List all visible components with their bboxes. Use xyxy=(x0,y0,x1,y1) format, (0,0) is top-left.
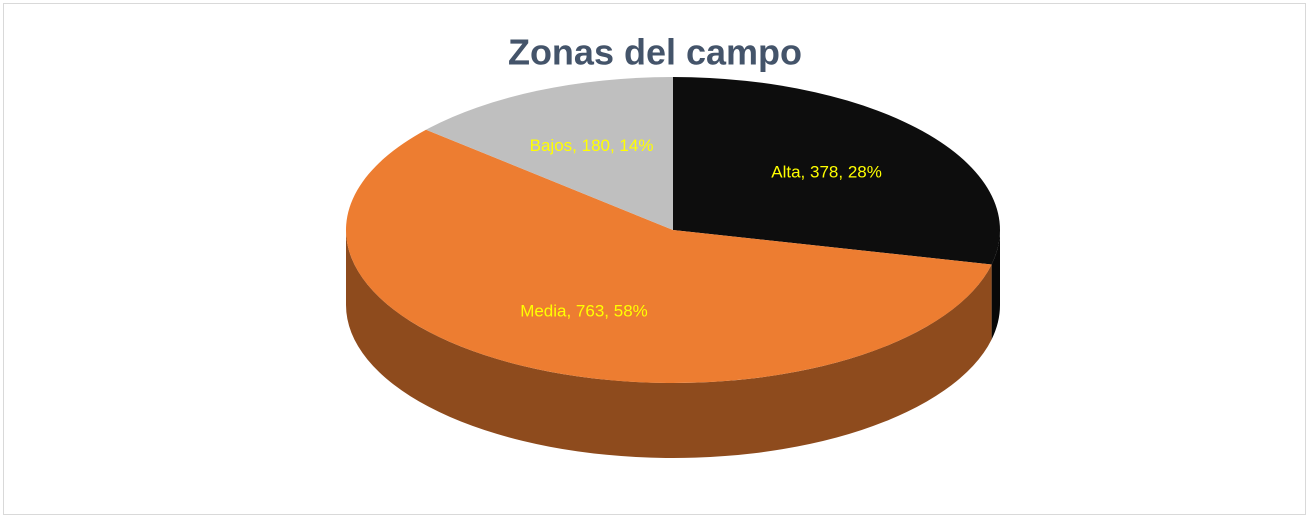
slice xyxy=(673,77,1000,265)
pie-sides xyxy=(346,230,1000,458)
data-labels: Alta, 378, 28% Media, 763, 58% Bajos, 180,… xyxy=(520,136,882,320)
data-label: Media, 763, 58% xyxy=(520,301,648,320)
data-label: Alta, 378, 28% xyxy=(771,162,882,181)
slice xyxy=(426,77,673,230)
slice-side xyxy=(346,230,992,458)
slice-side xyxy=(991,230,1000,340)
data-label: Bajos, 180, 14% xyxy=(530,136,654,155)
slice xyxy=(345,129,992,384)
chart-title: Zonas del campo xyxy=(508,32,802,73)
pie-tops xyxy=(345,77,1000,384)
